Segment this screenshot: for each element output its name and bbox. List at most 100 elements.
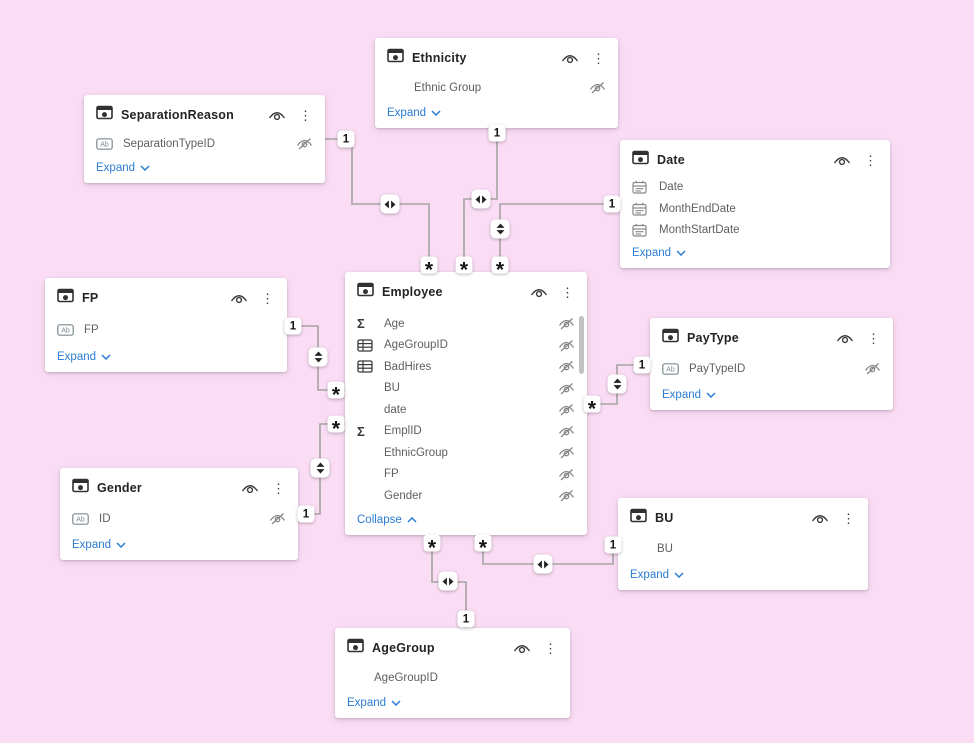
cardinality-many-badge[interactable]: * [327, 381, 345, 406]
cardinality-one-badge[interactable]: 1 [488, 124, 506, 142]
more-options-icon[interactable]: ⋮ [299, 107, 312, 123]
hidden-eye-icon[interactable] [558, 403, 575, 416]
eye-icon[interactable] [811, 513, 829, 524]
field-row[interactable]: Ethnic Group [387, 77, 606, 99]
cross-filter-both-icon[interactable] [308, 347, 328, 367]
cross-filter-both-icon[interactable] [471, 189, 491, 209]
table-card-ethnicity[interactable]: Ethnicity ⋮ Ethnic Group Expand [375, 38, 618, 128]
table-card-gender[interactable]: Gender ⋮ Ab ID Expand [60, 468, 298, 560]
field-row[interactable]: Ab SeparationTypeID [96, 133, 313, 155]
cardinality-one-badge[interactable]: 1 [284, 317, 302, 335]
cardinality-one-badge[interactable]: 1 [604, 536, 622, 554]
field-row[interactable]: EthnicGroup [357, 442, 575, 464]
hidden-eye-icon[interactable] [558, 317, 575, 330]
table-card-employee[interactable]: Employee ⋮ Σ Age AgeGroupID BadHires [345, 272, 587, 535]
table-card-separationreason[interactable]: SeparationReason ⋮ Ab SeparationTypeID E… [84, 95, 325, 183]
more-options-icon[interactable]: ⋮ [842, 510, 855, 526]
cardinality-many-badge[interactable]: * [423, 534, 441, 559]
chevron-down-icon [706, 389, 716, 401]
field-row[interactable]: Ab PayTypeID [662, 358, 881, 380]
hidden-eye-icon[interactable] [558, 468, 575, 481]
more-options-icon[interactable]: ⋮ [261, 290, 274, 306]
table-card-fp[interactable]: FP ⋮ Ab FP Expand [45, 278, 287, 372]
cross-filter-both-icon[interactable] [533, 554, 553, 574]
field-name: AgeGroupID [374, 671, 438, 684]
hidden-eye-icon[interactable] [558, 339, 575, 352]
expand-link[interactable]: Expand [618, 566, 868, 590]
more-options-icon[interactable]: ⋮ [544, 640, 557, 656]
field-row[interactable]: MonthEndDate [632, 198, 878, 220]
table-card-paytype[interactable]: PayType ⋮ Ab PayTypeID Expand [650, 318, 893, 410]
cardinality-one-badge[interactable]: 1 [337, 130, 355, 148]
table-card-agegroup[interactable]: AgeGroup ⋮ AgeGroupID Expand [335, 628, 570, 718]
cardinality-one-badge[interactable]: 1 [297, 505, 315, 523]
field-row[interactable]: date [357, 399, 575, 421]
eye-icon[interactable] [268, 110, 286, 121]
hidden-eye-icon[interactable] [589, 81, 606, 94]
eye-icon[interactable] [561, 53, 579, 64]
table-icon [72, 478, 89, 498]
hidden-eye-icon[interactable] [864, 362, 881, 375]
field-row[interactable]: FP [357, 464, 575, 486]
cross-filter-both-icon[interactable] [607, 374, 627, 394]
field-row[interactable]: MonthStartDate [632, 219, 878, 241]
field-row[interactable]: Date [632, 176, 878, 198]
eye-icon[interactable] [530, 287, 548, 298]
field-row[interactable]: Σ Age [357, 313, 575, 335]
expand-link[interactable]: Expand [335, 694, 570, 718]
hidden-eye-icon[interactable] [558, 360, 575, 373]
more-options-icon[interactable]: ⋮ [867, 330, 880, 346]
field-row[interactable]: Gender [357, 485, 575, 507]
more-options-icon[interactable]: ⋮ [561, 284, 574, 300]
expand-link[interactable]: Expand [620, 244, 890, 268]
eye-icon[interactable] [513, 643, 531, 654]
hidden-eye-icon[interactable] [558, 382, 575, 395]
expand-link[interactable]: Expand [650, 386, 893, 410]
hidden-eye-icon[interactable] [296, 137, 313, 150]
field-row[interactable]: AgeGroupID [347, 667, 558, 689]
cross-filter-both-icon[interactable] [490, 219, 510, 239]
cardinality-one-badge[interactable]: 1 [457, 610, 475, 628]
expand-link[interactable]: Expand [45, 348, 287, 372]
field-row[interactable]: BU [357, 378, 575, 400]
grouped-field-icon [357, 339, 384, 352]
cardinality-many-badge[interactable]: * [327, 415, 345, 440]
table-card-bu[interactable]: BU ⋮ BU Expand [618, 498, 868, 590]
more-options-icon[interactable]: ⋮ [864, 152, 877, 168]
hidden-eye-icon[interactable] [558, 446, 575, 459]
field-row[interactable]: Ab ID [72, 508, 286, 530]
cardinality-one-badge[interactable]: 1 [603, 195, 621, 213]
cardinality-many-badge[interactable]: * [491, 256, 509, 281]
expand-link[interactable]: Expand [60, 536, 298, 560]
table-card-date[interactable]: Date ⋮ Date MonthEndDate MonthStartDate … [620, 140, 890, 268]
eye-icon[interactable] [230, 293, 248, 304]
field-row[interactable]: Σ EmplID [357, 421, 575, 443]
table-header: BU ⋮ [618, 498, 868, 531]
hidden-eye-icon[interactable] [558, 425, 575, 438]
hidden-eye-icon[interactable] [269, 512, 286, 525]
expand-link[interactable]: Expand [375, 104, 618, 128]
cardinality-many-badge[interactable]: * [583, 395, 601, 420]
cardinality-one-badge[interactable]: 1 [633, 356, 651, 374]
field-row[interactable]: AgeGroupID [357, 335, 575, 357]
cardinality-many-badge[interactable]: * [474, 534, 492, 559]
field-row[interactable]: BadHires [357, 356, 575, 378]
eye-icon[interactable] [241, 483, 259, 494]
hidden-eye-icon[interactable] [558, 489, 575, 502]
eye-icon[interactable] [836, 333, 854, 344]
collapse-link[interactable]: Collapse [345, 511, 587, 535]
cross-filter-both-icon[interactable] [438, 571, 458, 591]
more-options-icon[interactable]: ⋮ [272, 480, 285, 496]
field-row[interactable]: Ab FP [57, 319, 275, 341]
more-options-icon[interactable]: ⋮ [592, 50, 605, 66]
cardinality-many-badge[interactable]: * [455, 256, 473, 281]
field-row[interactable]: BU [630, 538, 856, 560]
eye-icon[interactable] [833, 155, 851, 166]
cardinality-many-badge[interactable]: * [420, 256, 438, 281]
text-field-icon: Ab [96, 137, 123, 150]
field-name: PayTypeID [689, 362, 746, 375]
cross-filter-both-icon[interactable] [380, 194, 400, 214]
cross-filter-both-icon[interactable] [310, 458, 330, 478]
expand-link[interactable]: Expand [84, 159, 325, 183]
scrollbar[interactable] [579, 316, 584, 374]
